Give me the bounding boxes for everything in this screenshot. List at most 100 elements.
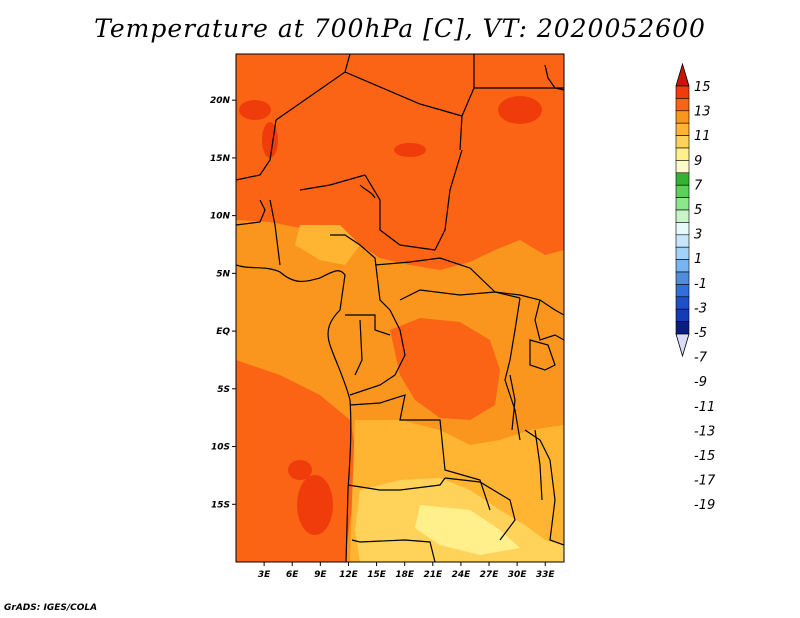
colorbar-label: -19 (694, 498, 715, 513)
colorbar-bottom-arrow (675, 333, 690, 358)
field-hotspot-northeast (498, 96, 542, 124)
colorbar-cell (675, 296, 690, 310)
colorbar-cell (675, 147, 690, 161)
colorbar-label: -17 (694, 474, 716, 489)
colorbar-cell (675, 172, 690, 186)
border-car-drc (399, 289, 496, 301)
colorbar-label: -3 (694, 301, 707, 316)
colorbar-cell (675, 184, 690, 198)
lon-tick-label: 21E (423, 570, 443, 580)
colorbar-cell (675, 222, 690, 236)
colorbar-top-arrow (675, 62, 690, 87)
field-hotspot-west (262, 122, 278, 158)
lat-tick-label: 5N (216, 269, 230, 279)
border-northeast-coast (544, 64, 564, 91)
colorbar-label: 5 (694, 203, 702, 218)
border-mali-mauritania (236, 119, 277, 181)
colorbar-label: 1 (694, 252, 702, 267)
colorbar-label: 7 (694, 178, 703, 193)
colorbar-label: 15 (694, 80, 711, 95)
lake-victoria (529, 339, 556, 371)
lon-tick-label: 9E (314, 570, 327, 580)
lake-tanganyika (509, 374, 516, 431)
map-title: Temperature at 700hPa [C], VT: 202005260… (94, 14, 706, 43)
border-north-algeria (344, 54, 351, 73)
credit-label: GrADS: IGES/COLA (4, 603, 98, 613)
colorbar-label: -13 (694, 424, 715, 439)
border-uganda-kenya (534, 299, 564, 341)
field-hotspot-southwest (297, 475, 333, 535)
border-niger-chad (364, 174, 436, 251)
colorbar-label: -7 (694, 351, 708, 366)
lon-tick-label: 24E (452, 570, 472, 580)
country-boundaries (236, 54, 564, 562)
colorbar-label: -1 (694, 277, 707, 292)
border-ivory-coast (236, 199, 266, 226)
border-tanzania-mozambique (524, 429, 564, 546)
lat-tick-label: 20N (210, 96, 231, 106)
border-gabon-congo (354, 319, 363, 376)
colorbar-cell (675, 98, 690, 112)
border-zambia (444, 477, 516, 541)
colorbar-cell (675, 308, 690, 322)
field-band-3-5-south (415, 505, 520, 555)
lat-tick-label: 10N (210, 212, 231, 222)
colorbar-label: -15 (694, 449, 715, 464)
colorbar-cell (675, 209, 690, 223)
latitude-axis: 20N 15N 10N 5N EQ 5S 10S 15S (210, 96, 236, 510)
lat-tick-label: EQ (216, 327, 230, 337)
lake-malawi (534, 429, 543, 501)
lon-tick-label: 30E (508, 570, 528, 580)
longitude-axis: 3E 6E 9E 12E 15E 18E 21E 24E 27E 30E 33E (258, 562, 556, 580)
lon-tick-label: 33E (536, 570, 556, 580)
border-algeria-niger (275, 71, 463, 151)
lat-tick-label: 15N (210, 154, 231, 164)
colorbar-label: -5 (694, 326, 707, 341)
colorbar-label: 3 (694, 228, 702, 243)
colorbar-cell (675, 197, 690, 211)
colorbar-label: 13 (694, 105, 711, 120)
colorbar-cell (675, 259, 690, 273)
border-niger-detail (359, 184, 376, 199)
lat-tick-label: 5S (217, 385, 230, 395)
border-nigeria-cameroon (330, 234, 391, 311)
border-congo-drc (349, 309, 406, 396)
colorbar-cell (675, 246, 690, 260)
lon-tick-label: 3E (258, 570, 271, 580)
temperature-field (236, 54, 564, 562)
colorbar-cell (675, 135, 690, 149)
colorbar-label: -9 (694, 375, 707, 390)
field-hotspot-north (394, 143, 426, 157)
lon-tick-label: 18E (395, 570, 415, 580)
colorbar-cell (675, 110, 690, 124)
colorbar-label: -11 (694, 400, 715, 415)
colorbar-cell (675, 234, 690, 248)
border-chad-sudan (434, 149, 463, 251)
colorbar: 15 13 11 9 7 5 3 1 -1 -3 -5 -7 -9 -11 -13 -15 -17 -19 (675, 62, 716, 513)
border-drc-east (504, 297, 521, 441)
border-drc-angola (349, 394, 491, 511)
colorbar-cell (675, 284, 690, 298)
border-ghana-togo (269, 199, 281, 266)
colorbar-cell (675, 160, 690, 174)
colorbar-label: 9 (694, 154, 702, 169)
lon-tick-label: 27E (480, 570, 500, 580)
border-namibia-north (351, 539, 436, 562)
coastline-west (236, 264, 352, 562)
colorbar-cell (675, 122, 690, 136)
colorbar-label: 11 (694, 129, 711, 144)
colorbar-cell (675, 85, 690, 99)
border-angola-south (347, 477, 446, 491)
lat-tick-label: 10S (211, 443, 230, 453)
border-cameroon-gabon (345, 314, 391, 336)
field-band-11-13-central (390, 318, 500, 420)
field-hotspot-southwest-2 (288, 460, 312, 480)
colorbar-cell (675, 271, 690, 285)
border-niger-nigeria (299, 174, 366, 191)
lat-tick-label: 15S (211, 500, 230, 510)
lon-tick-label: 6E (286, 570, 299, 580)
field-hotspot-northwest (239, 100, 271, 120)
field-band-11-13-north (236, 54, 564, 270)
lon-tick-label: 15E (367, 570, 387, 580)
